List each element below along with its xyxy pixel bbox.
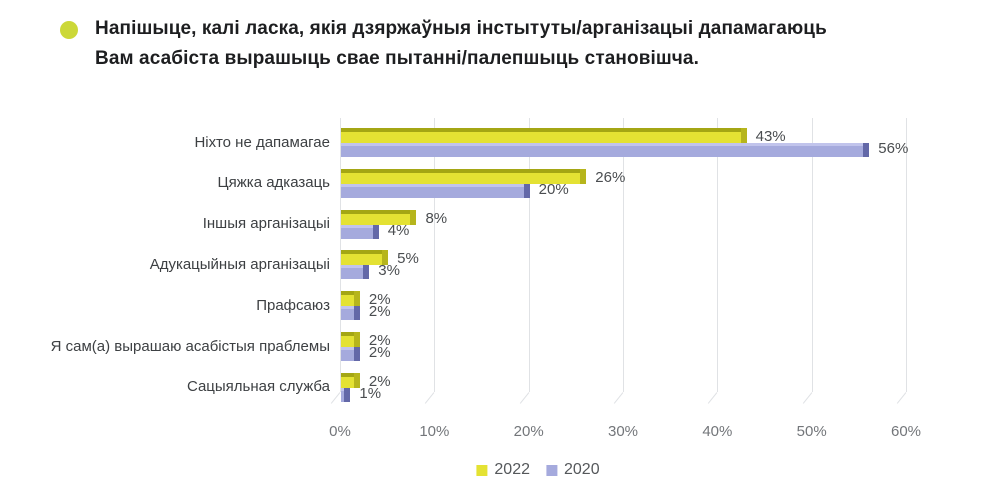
bar-2022 (341, 291, 360, 307)
x-tick-label: 40% (702, 423, 733, 440)
gridline (528, 118, 530, 392)
bar-2022 (341, 128, 747, 143)
bar-end-cap (353, 291, 360, 307)
category-label: Іншыя арганізацыі (202, 215, 330, 233)
bar-top-face (341, 209, 417, 214)
category-label: Я сам(а) вырашаю асабістыя праблемы (50, 337, 330, 355)
value-label-2020: 1% (359, 384, 382, 402)
gridline-bend (802, 392, 813, 404)
category-label: Сацыяльная служба (186, 378, 330, 396)
bar-end-cap (740, 128, 747, 143)
plot-area: 43% 56% 26% 20% 8% 4% 5% 3% 2% 2% 2% 2% 2% 1% (330, 118, 909, 410)
bar-end-cap (353, 332, 360, 348)
bar-top-face (341, 128, 747, 132)
bar-end-cap (344, 387, 351, 402)
bar-top-face (341, 168, 587, 173)
bar-top-face (341, 306, 360, 310)
value-label-2020: 3% (378, 262, 400, 280)
bar-top-face (341, 143, 870, 146)
gridline (717, 118, 719, 392)
bar-end-cap (353, 347, 360, 362)
bar-2020 (341, 347, 360, 362)
bar-2022 (341, 209, 417, 225)
bar-2020 (341, 143, 870, 157)
bar-2020 (341, 387, 351, 402)
value-label-2020: 56% (878, 140, 909, 157)
gridline (906, 118, 907, 392)
legend-item-2020: 2020 (546, 461, 600, 479)
bar-end-cap (410, 209, 417, 225)
bar-2020 (341, 265, 370, 280)
question-title-line1: Напішыце, калі ласка, якія дзяржаўныя ін… (95, 18, 827, 39)
bar-end-cap (382, 250, 389, 266)
bar-end-cap (363, 265, 370, 280)
gridline (811, 118, 813, 392)
bar-2022 (341, 250, 389, 266)
gridline-bend (613, 392, 624, 404)
bar-2020 (341, 183, 530, 198)
question-title-line2: Вам асабіста вырашыць свае пытанні/палеп… (95, 48, 699, 69)
bar-top-face (341, 291, 360, 296)
category-label: Прафсаюз (256, 296, 330, 314)
bar-top-face (341, 332, 360, 337)
legend-item-2022: 2022 (476, 461, 530, 479)
value-label-2020: 20% (538, 180, 569, 198)
bar-end-cap (353, 372, 360, 388)
legend-label-2020: 2020 (564, 461, 600, 478)
x-tick-label: 20% (513, 423, 544, 440)
category-label: Адукацыйныя арганізацыі (149, 255, 330, 273)
category-label: Цяжка адказаць (217, 174, 330, 192)
bar-end-cap (580, 168, 587, 184)
chart-legend: 2022 2020 (476, 461, 600, 479)
bar-top-face (341, 372, 360, 377)
x-tick-label: 10% (419, 423, 450, 440)
value-label-2020: 2% (368, 303, 391, 321)
bar-2020 (341, 224, 379, 239)
gridline-bend (519, 392, 530, 404)
question-title: Напішыце, калі ласка, якія дзяржаўныя ін… (95, 14, 955, 74)
category-label: Ніхто не дапамагае (194, 133, 330, 151)
gridline (623, 118, 624, 392)
bar-top-face (341, 250, 389, 255)
bar-end-cap (863, 143, 870, 157)
gridline (340, 118, 341, 392)
bar-2022 (341, 332, 360, 348)
value-label-2020: 4% (387, 221, 410, 239)
value-label-2022: 2% (368, 291, 391, 309)
bar-2022 (341, 372, 360, 388)
value-label-2022: 2% (368, 332, 391, 350)
bar-top-face (341, 183, 530, 187)
gridline-bend (708, 392, 718, 404)
gridline-bend (425, 392, 435, 404)
value-label-2022: 5% (397, 250, 419, 268)
x-tick-label: 30% (607, 423, 639, 440)
legend-swatch-2022 (476, 464, 488, 476)
x-tick-label: 50% (796, 423, 827, 440)
bar-end-cap (372, 224, 379, 239)
legend-swatch-2020 (546, 464, 557, 476)
gridline-bend (330, 392, 341, 404)
bar-top-face (341, 347, 360, 351)
x-tick-label: 60% (890, 423, 922, 440)
bar-top-face (341, 265, 370, 269)
value-label-2022: 8% (425, 209, 448, 227)
value-label-2022: 43% (755, 128, 786, 145)
bar-2022 (341, 168, 587, 184)
bar-top-face (341, 224, 379, 228)
value-label-2020: 2% (368, 344, 391, 362)
bar-2020 (341, 306, 360, 321)
legend-label-2022: 2022 (494, 461, 530, 478)
gridline (434, 118, 436, 392)
bar-end-cap (523, 183, 530, 198)
value-label-2022: 2% (368, 372, 391, 390)
gridline-bend (896, 392, 907, 404)
bar-end-cap (353, 306, 360, 321)
value-label-2022: 26% (595, 168, 626, 186)
x-tick-label: 0% (329, 423, 351, 440)
bullet-icon (60, 21, 78, 39)
